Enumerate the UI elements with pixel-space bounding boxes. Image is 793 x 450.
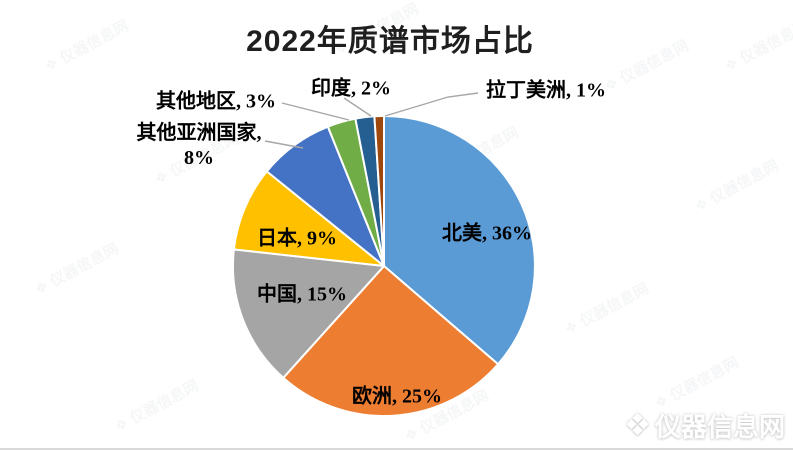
pie-label-other-asian-countries-line2: 8% — [184, 147, 214, 169]
chart-title: 2022年质谱市场占比 — [246, 25, 534, 58]
pie-slice-japan — [232, 170, 385, 267]
pie-label-other-regions: 其他地区, 3% — [156, 90, 276, 113]
leader-line-other-regions — [281, 102, 350, 121]
diamond-logo-icon: ❖ — [624, 408, 651, 442]
leader-line-india — [343, 97, 372, 117]
site-watermark: ❖ 仪器信息网 — [624, 407, 785, 444]
pie-label-europe: 欧洲, 25% — [352, 385, 442, 408]
pie-slice-latin-america — [373, 114, 385, 267]
leader-line-latin-america — [384, 92, 479, 117]
pie-label-other-asian-countries-line1: 其他亚洲国家, — [136, 122, 262, 144]
pie-slice-europe — [282, 265, 500, 417]
pie-label-india: 印度, 2% — [311, 77, 391, 100]
pie-slice-north-america — [383, 115, 536, 366]
pie-label-north-america: 北美, 36% — [442, 222, 532, 245]
pie-label-latin-america: 拉丁美洲, 1% — [486, 79, 606, 102]
leader-line-other-asian-countries — [264, 140, 304, 149]
pie-slice-china — [231, 248, 385, 379]
site-watermark-text: 仪器信息网 — [654, 412, 785, 442]
pie-label-japan: 日本, 9% — [257, 227, 337, 250]
pie-label-china: 中国, 15% — [257, 283, 347, 306]
pie-label-other-asian-countries: 其他亚洲国家, 8% — [137, 121, 262, 171]
